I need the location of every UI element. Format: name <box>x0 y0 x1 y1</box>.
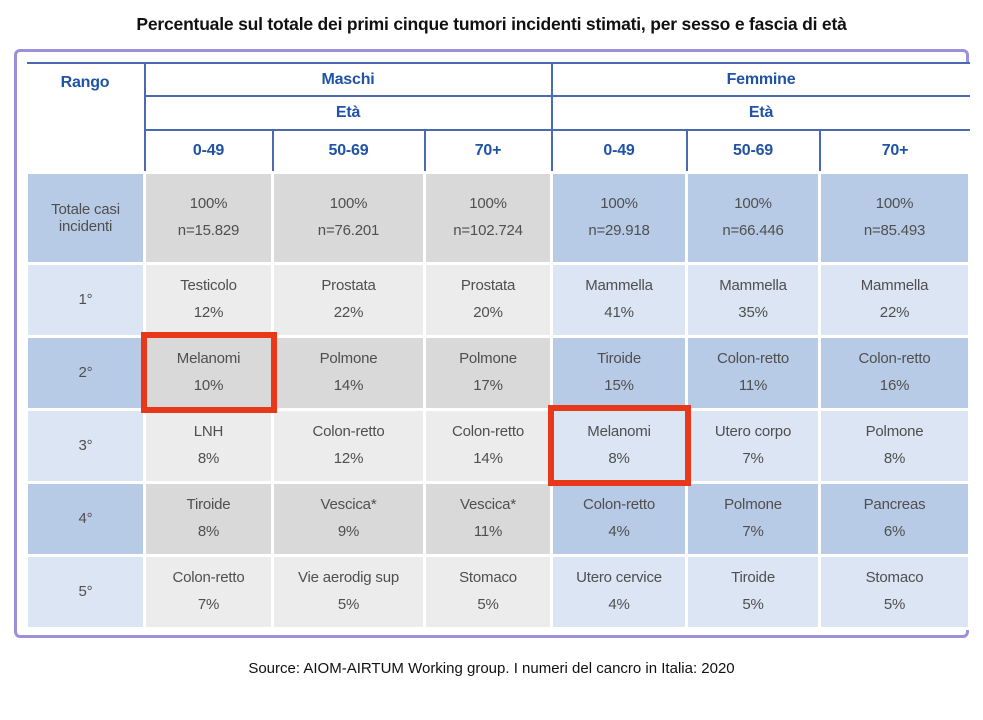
data-cell: Utero corpo 7% <box>685 407 822 484</box>
data-cell: Colon-retto 12% <box>271 407 426 484</box>
rank-cell: 3° <box>25 407 146 484</box>
data-cell: Polmone 7% <box>685 480 822 557</box>
rank-cell: 5° <box>25 553 146 630</box>
data-cell: Colon-retto 16% <box>818 334 972 411</box>
age-header-f-70: 70+ <box>818 130 970 173</box>
rank-cell: Totale casi incidenti <box>25 170 146 265</box>
data-cell: Prostata 22% <box>271 261 426 338</box>
age-group-label-femmine: Età <box>550 96 970 131</box>
table-row-rank3: 3° LNH 8% Colon-retto 12% Colon-retto 14% M… <box>25 405 972 486</box>
data-cell: Stomaco 5% <box>422 553 554 630</box>
age-header-f-50-69: 50-69 <box>685 130 820 173</box>
table-row-rank5: 5° Colon-retto 7% Vie aerodig sup 5% Stoma… <box>25 553 972 630</box>
data-cell: Vescica* 11% <box>422 480 554 557</box>
data-cell: Pancreas 6% <box>818 480 972 557</box>
data-cell-highlighted-melanomi-f: Melanomi 8% <box>547 405 691 486</box>
data-cell: Colon-retto 4% <box>550 480 689 557</box>
header-row-eta: Età Età <box>27 96 970 131</box>
age-group-label-maschi: Età <box>144 96 552 131</box>
data-cell: Colon-retto 14% <box>422 407 554 484</box>
data-cell: Colon-retto 11% <box>685 334 822 411</box>
source-caption: Source: AIOM-AIRTUM Working group. I num… <box>248 659 735 677</box>
age-header-f-0-49: 0-49 <box>550 130 687 173</box>
age-header-m-70: 70+ <box>423 130 552 173</box>
data-cell: Utero cervice 4% <box>550 553 689 630</box>
data-cell: Stomaco 5% <box>818 553 972 630</box>
age-header-m-0-49: 0-49 <box>144 130 273 173</box>
data-cell: 100% n=66.446 <box>685 170 822 265</box>
data-cell: Vie aerodig sup 5% <box>271 553 426 630</box>
page-title: Percentuale sul totale dei primi cinque … <box>136 14 847 34</box>
data-cell: Tiroide 8% <box>143 480 274 557</box>
table-container: Rango Maschi Femmine Età Età 0-49 50-69 … <box>14 49 972 638</box>
rank-cell: 4° <box>25 480 146 557</box>
data-cell: 100% n=29.918 <box>550 170 689 265</box>
data-cell-highlighted-melanomi-m: Melanomi 10% <box>140 332 277 413</box>
data-cell: Mammella 22% <box>818 261 972 338</box>
rank-cell: 1° <box>25 261 146 338</box>
age-header-m-50-69: 50-69 <box>271 130 425 173</box>
group-header-femmine: Femmine <box>550 63 970 97</box>
rank-cell: 2° <box>25 334 146 411</box>
table-row-rank2: 2° Melanomi 10% Polmone 14% Polmone 17% Tir… <box>25 332 972 413</box>
data-cell: Polmone 17% <box>422 334 554 411</box>
data-cell: Polmone 8% <box>818 407 972 484</box>
data-cell: Mammella 41% <box>550 261 689 338</box>
header-row-ages: 0-49 50-69 70+ 0-49 50-69 70+ <box>27 130 970 173</box>
data-cell: Tiroide 5% <box>685 553 822 630</box>
data-cell: Testicolo 12% <box>143 261 274 338</box>
data-cell: Vescica* 9% <box>271 480 426 557</box>
data-cell: 100% n=76.201 <box>271 170 426 265</box>
table-row-rank1: 1° Testicolo 12% Prostata 22% Prostata 20% … <box>25 261 972 338</box>
table-row-rank4: 4° Tiroide 8% Vescica* 9% Vescica* 11% Colo… <box>25 480 972 557</box>
data-cell: Tiroide 15% <box>550 334 689 411</box>
data-cell: 100% n=85.493 <box>818 170 972 265</box>
data-cell: Colon-retto 7% <box>143 553 274 630</box>
table-row-total: Totale casi incidenti 100% n=15.829 100% n… <box>25 170 972 265</box>
data-cell: Polmone 14% <box>271 334 426 411</box>
data-cell: Prostata 20% <box>422 261 554 338</box>
data-cell: 100% n=15.829 <box>143 170 274 265</box>
rank-column-header: Rango <box>26 63 146 173</box>
incidence-table: Rango Maschi Femmine Età Età 0-49 50-69 … <box>25 62 972 630</box>
group-header-maschi: Maschi <box>144 63 552 97</box>
data-cell: 100% n=102.724 <box>422 170 554 265</box>
header-row-sex: Rango Maschi Femmine <box>26 63 970 173</box>
data-cell: LNH 8% <box>143 407 274 484</box>
data-cell: Mammella 35% <box>685 261 822 338</box>
